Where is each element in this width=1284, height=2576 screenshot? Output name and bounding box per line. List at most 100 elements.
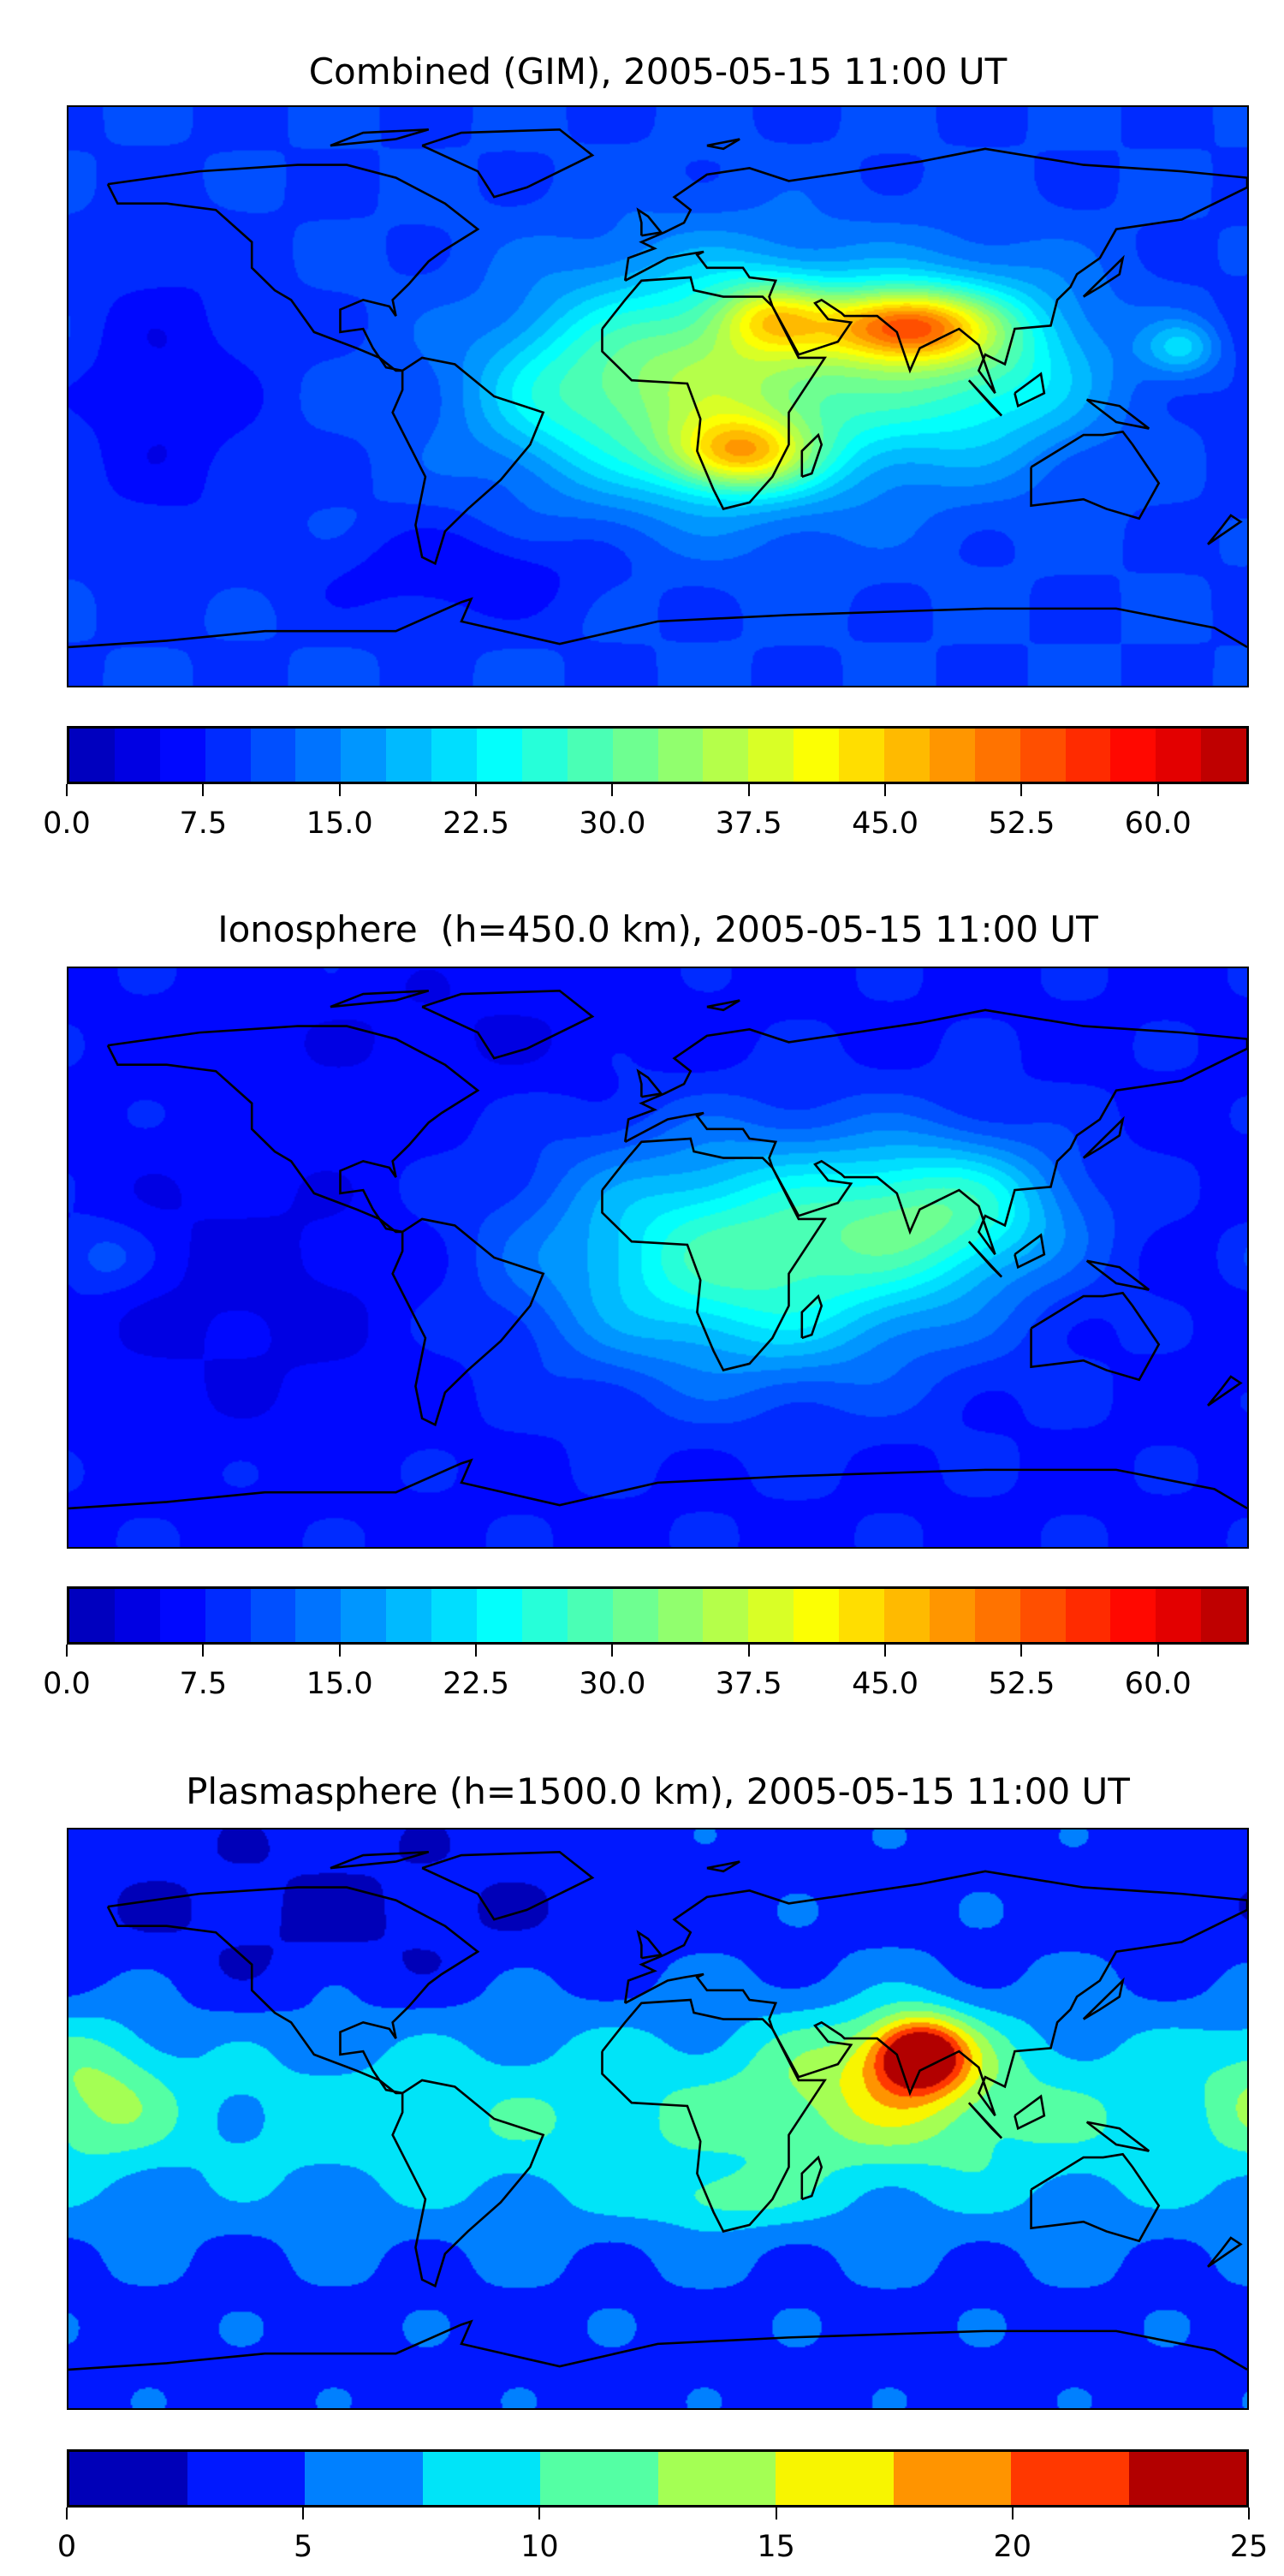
coastline [625,1010,1247,1254]
tick-label: 52.5 [988,806,1055,841]
tick-mark [66,2508,68,2519]
coastline [108,165,478,371]
colorbar-bin [1128,2452,1246,2505]
tick-mark [884,784,887,796]
colorbar-bin [974,1589,1020,1642]
tick-mark [611,1645,614,1657]
coastline [1031,1293,1159,1379]
tick-mark [338,1645,341,1657]
colorbar-bin [159,1589,205,1642]
colorbar-bin [612,729,658,782]
tick-label: 10 [520,2530,559,2564]
coastline [108,1888,478,2093]
colorbar-bin [1110,1589,1156,1642]
coastline [1014,2097,1043,2129]
coastline [68,2322,1247,2370]
colorbar-bin [69,2452,187,2505]
colorbar-bin [386,729,432,782]
tick-mark [202,784,205,796]
coastline [1014,374,1043,407]
tick-mark [1248,2508,1250,2519]
colorbar-bin [839,1589,885,1642]
tick-label: 30.0 [579,806,646,841]
coastline [1031,2154,1159,2240]
colorbar-bin [431,1589,478,1642]
colorbar-bin [1065,1589,1111,1642]
colorbar-bin [794,729,840,782]
tick-mark [538,2508,541,2519]
coastline [393,1219,544,1425]
coastline [639,210,662,235]
coastline [969,2103,1002,2138]
colorbar-bin [1201,729,1247,782]
colorbar-bin [114,1589,160,1642]
chart-title: Combined (GIM), 2005-05-15 11:00 UT [308,51,1008,92]
tick-mark [1156,1645,1159,1657]
colorbar-bin [187,2452,305,2505]
colorbar-bin [205,729,251,782]
tick-label: 30.0 [579,1667,646,1701]
colorbar-bin [521,1589,568,1642]
coastline [330,991,429,1007]
coastline [1087,400,1150,429]
coastline [602,1139,824,1370]
coastline [602,2000,824,2231]
colorbar-bin [1110,729,1156,782]
coastline [1208,515,1240,544]
coastlines [68,1829,1247,2408]
coastline [1208,1377,1240,1406]
colorbar-bin [1019,1589,1066,1642]
colorbar-bin [114,729,160,782]
colorbar-bin [1156,729,1202,782]
tick-label: 45.0 [852,1667,919,1701]
colorbar-bin [521,729,568,782]
coastlines [68,107,1247,686]
coastline [639,1071,662,1097]
tick-label: 37.5 [715,1667,782,1701]
coastline [422,129,592,197]
coastline [625,1871,1247,2115]
tick-mark [884,1645,887,1657]
tick-label: 20 [993,2530,1032,2564]
tick-label: 52.5 [988,1667,1055,1701]
colorbar-bin [1156,1589,1202,1642]
tick-label: 0 [56,2530,77,2564]
coastline [802,2157,822,2199]
tick-mark [202,1645,205,1657]
coastline [108,1026,478,1232]
tick-mark [775,2508,777,2519]
tick-label: 0.0 [43,1667,91,1701]
tick-label: 60.0 [1124,1667,1192,1701]
colorbar-bin [386,1589,432,1642]
tick-mark [611,784,614,796]
tick-mark [475,1645,478,1657]
tick-label: 15 [757,2530,795,2564]
colorbar-bin [159,729,205,782]
tick-mark [1020,784,1023,796]
tick-label: 60.0 [1124,806,1192,841]
coastline [422,991,592,1058]
tick-label: 22.5 [443,1667,509,1701]
colorbar-bin [69,1589,115,1642]
colorbar-bin [703,1589,749,1642]
map-panel [67,105,1249,687]
colorbar-bin [477,729,522,782]
colorbar-bin [295,729,342,782]
coastline [707,140,740,149]
colorbar-bin [893,2452,1011,2505]
colorbar-bin [295,1589,342,1642]
map-panel [67,1828,1249,2410]
colorbar-bin [341,729,387,782]
colorbar-bin [748,1589,794,1642]
colorbar-bin [794,1589,840,1642]
colorbar-bin [250,729,296,782]
tick-mark [747,784,750,796]
tick-mark [338,784,341,796]
tick-label: 0.0 [43,806,91,841]
tick-mark [1156,784,1159,796]
coastline [1084,1981,1123,2020]
coastline [330,1852,429,1868]
coastlines [68,968,1247,1547]
tick-label: 7.5 [179,806,228,841]
coastline [602,277,824,509]
